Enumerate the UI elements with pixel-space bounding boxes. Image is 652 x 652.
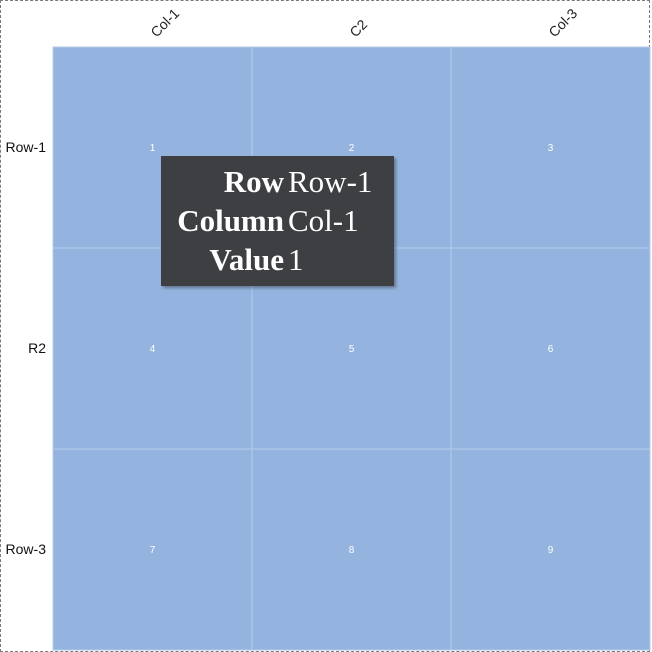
row-labels: Row-1 R2 Row-3 xyxy=(6,139,47,557)
cell-value-label: 6 xyxy=(548,344,554,355)
tooltip-value-line: Value 1 xyxy=(161,240,394,279)
tooltip-value-key: Value xyxy=(209,241,284,277)
cell-value-label: 4 xyxy=(150,344,156,355)
heatmap-cell[interactable] xyxy=(450,46,651,249)
cell-value-label: 2 xyxy=(349,143,355,154)
tooltip-value-value: 1 xyxy=(288,241,304,277)
cell-value-label: 9 xyxy=(548,545,554,556)
tooltip-column-line: Column Col-1 xyxy=(161,201,394,240)
heatmap-cell[interactable] xyxy=(251,448,452,651)
tooltip-column-value: Col-1 xyxy=(288,202,359,238)
column-label: C2 xyxy=(346,16,370,40)
heatmap-cell[interactable] xyxy=(450,448,651,651)
tooltip-column-key: Column xyxy=(177,202,284,238)
cell-value-label: 3 xyxy=(548,143,554,154)
cell-value-label: 5 xyxy=(349,344,355,355)
tooltip-row-line: Row Row-1 xyxy=(161,162,394,201)
column-label: Col-1 xyxy=(147,5,182,40)
tooltip-row-key: Row xyxy=(223,163,284,199)
column-label: Col-3 xyxy=(545,5,580,40)
row-label: Row-3 xyxy=(6,541,47,557)
tooltip-row-value: Row-1 xyxy=(288,163,373,199)
cell-value-label: 1 xyxy=(150,143,156,154)
heatmap-cells xyxy=(52,46,651,651)
heatmap-cell-values: 1 2 3 4 5 6 7 8 9 xyxy=(150,143,554,556)
row-label: R2 xyxy=(28,340,46,356)
heatmap-cell[interactable] xyxy=(52,448,253,651)
column-labels: Col-1 C2 Col-3 xyxy=(147,5,580,40)
heatmap-tooltip: Row Row-1 Column Col-1 Value 1 xyxy=(161,156,394,286)
heatmap-cell[interactable] xyxy=(450,247,651,450)
cell-value-label: 7 xyxy=(150,545,156,556)
row-label: Row-1 xyxy=(6,139,47,155)
cell-value-label: 8 xyxy=(349,545,355,556)
